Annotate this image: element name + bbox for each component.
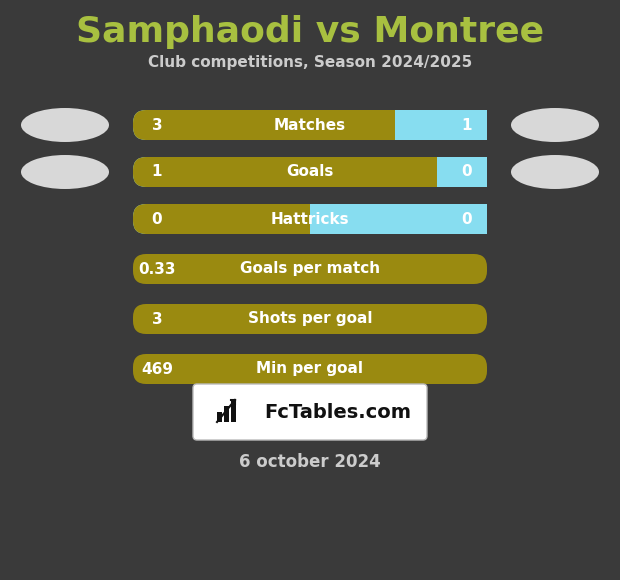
Text: Shots per goal: Shots per goal — [248, 311, 372, 327]
Ellipse shape — [21, 108, 109, 142]
FancyBboxPatch shape — [193, 384, 427, 440]
Text: 0: 0 — [152, 212, 162, 227]
FancyBboxPatch shape — [133, 110, 487, 140]
Text: Goals per match: Goals per match — [240, 262, 380, 277]
Ellipse shape — [21, 155, 109, 189]
Text: 3: 3 — [152, 118, 162, 132]
Bar — [438, 157, 487, 187]
FancyBboxPatch shape — [133, 204, 487, 234]
FancyBboxPatch shape — [133, 304, 487, 334]
Text: 1: 1 — [462, 118, 472, 132]
Bar — [224, 406, 229, 422]
Ellipse shape — [511, 155, 599, 189]
Text: Min per goal: Min per goal — [257, 361, 363, 376]
Text: Hattricks: Hattricks — [271, 212, 349, 227]
FancyBboxPatch shape — [133, 354, 487, 384]
Text: 0.33: 0.33 — [138, 262, 175, 277]
Text: Samphaodi vs Montree: Samphaodi vs Montree — [76, 15, 544, 49]
Text: 469: 469 — [141, 361, 173, 376]
Text: FcTables.com: FcTables.com — [264, 403, 411, 422]
FancyBboxPatch shape — [133, 157, 487, 187]
Bar — [310, 204, 487, 234]
Bar — [217, 412, 222, 422]
FancyBboxPatch shape — [133, 110, 487, 140]
Ellipse shape — [511, 108, 599, 142]
Text: 3: 3 — [152, 311, 162, 327]
Bar — [231, 400, 236, 422]
Text: Matches: Matches — [274, 118, 346, 132]
Text: Goals: Goals — [286, 165, 334, 179]
FancyBboxPatch shape — [133, 204, 487, 234]
Bar — [395, 110, 487, 140]
FancyBboxPatch shape — [133, 254, 487, 284]
Text: 6 october 2024: 6 october 2024 — [239, 453, 381, 471]
FancyBboxPatch shape — [133, 157, 487, 187]
Text: Club competitions, Season 2024/2025: Club competitions, Season 2024/2025 — [148, 55, 472, 70]
Text: 0: 0 — [462, 165, 472, 179]
Text: 1: 1 — [152, 165, 162, 179]
Text: 0: 0 — [462, 212, 472, 227]
